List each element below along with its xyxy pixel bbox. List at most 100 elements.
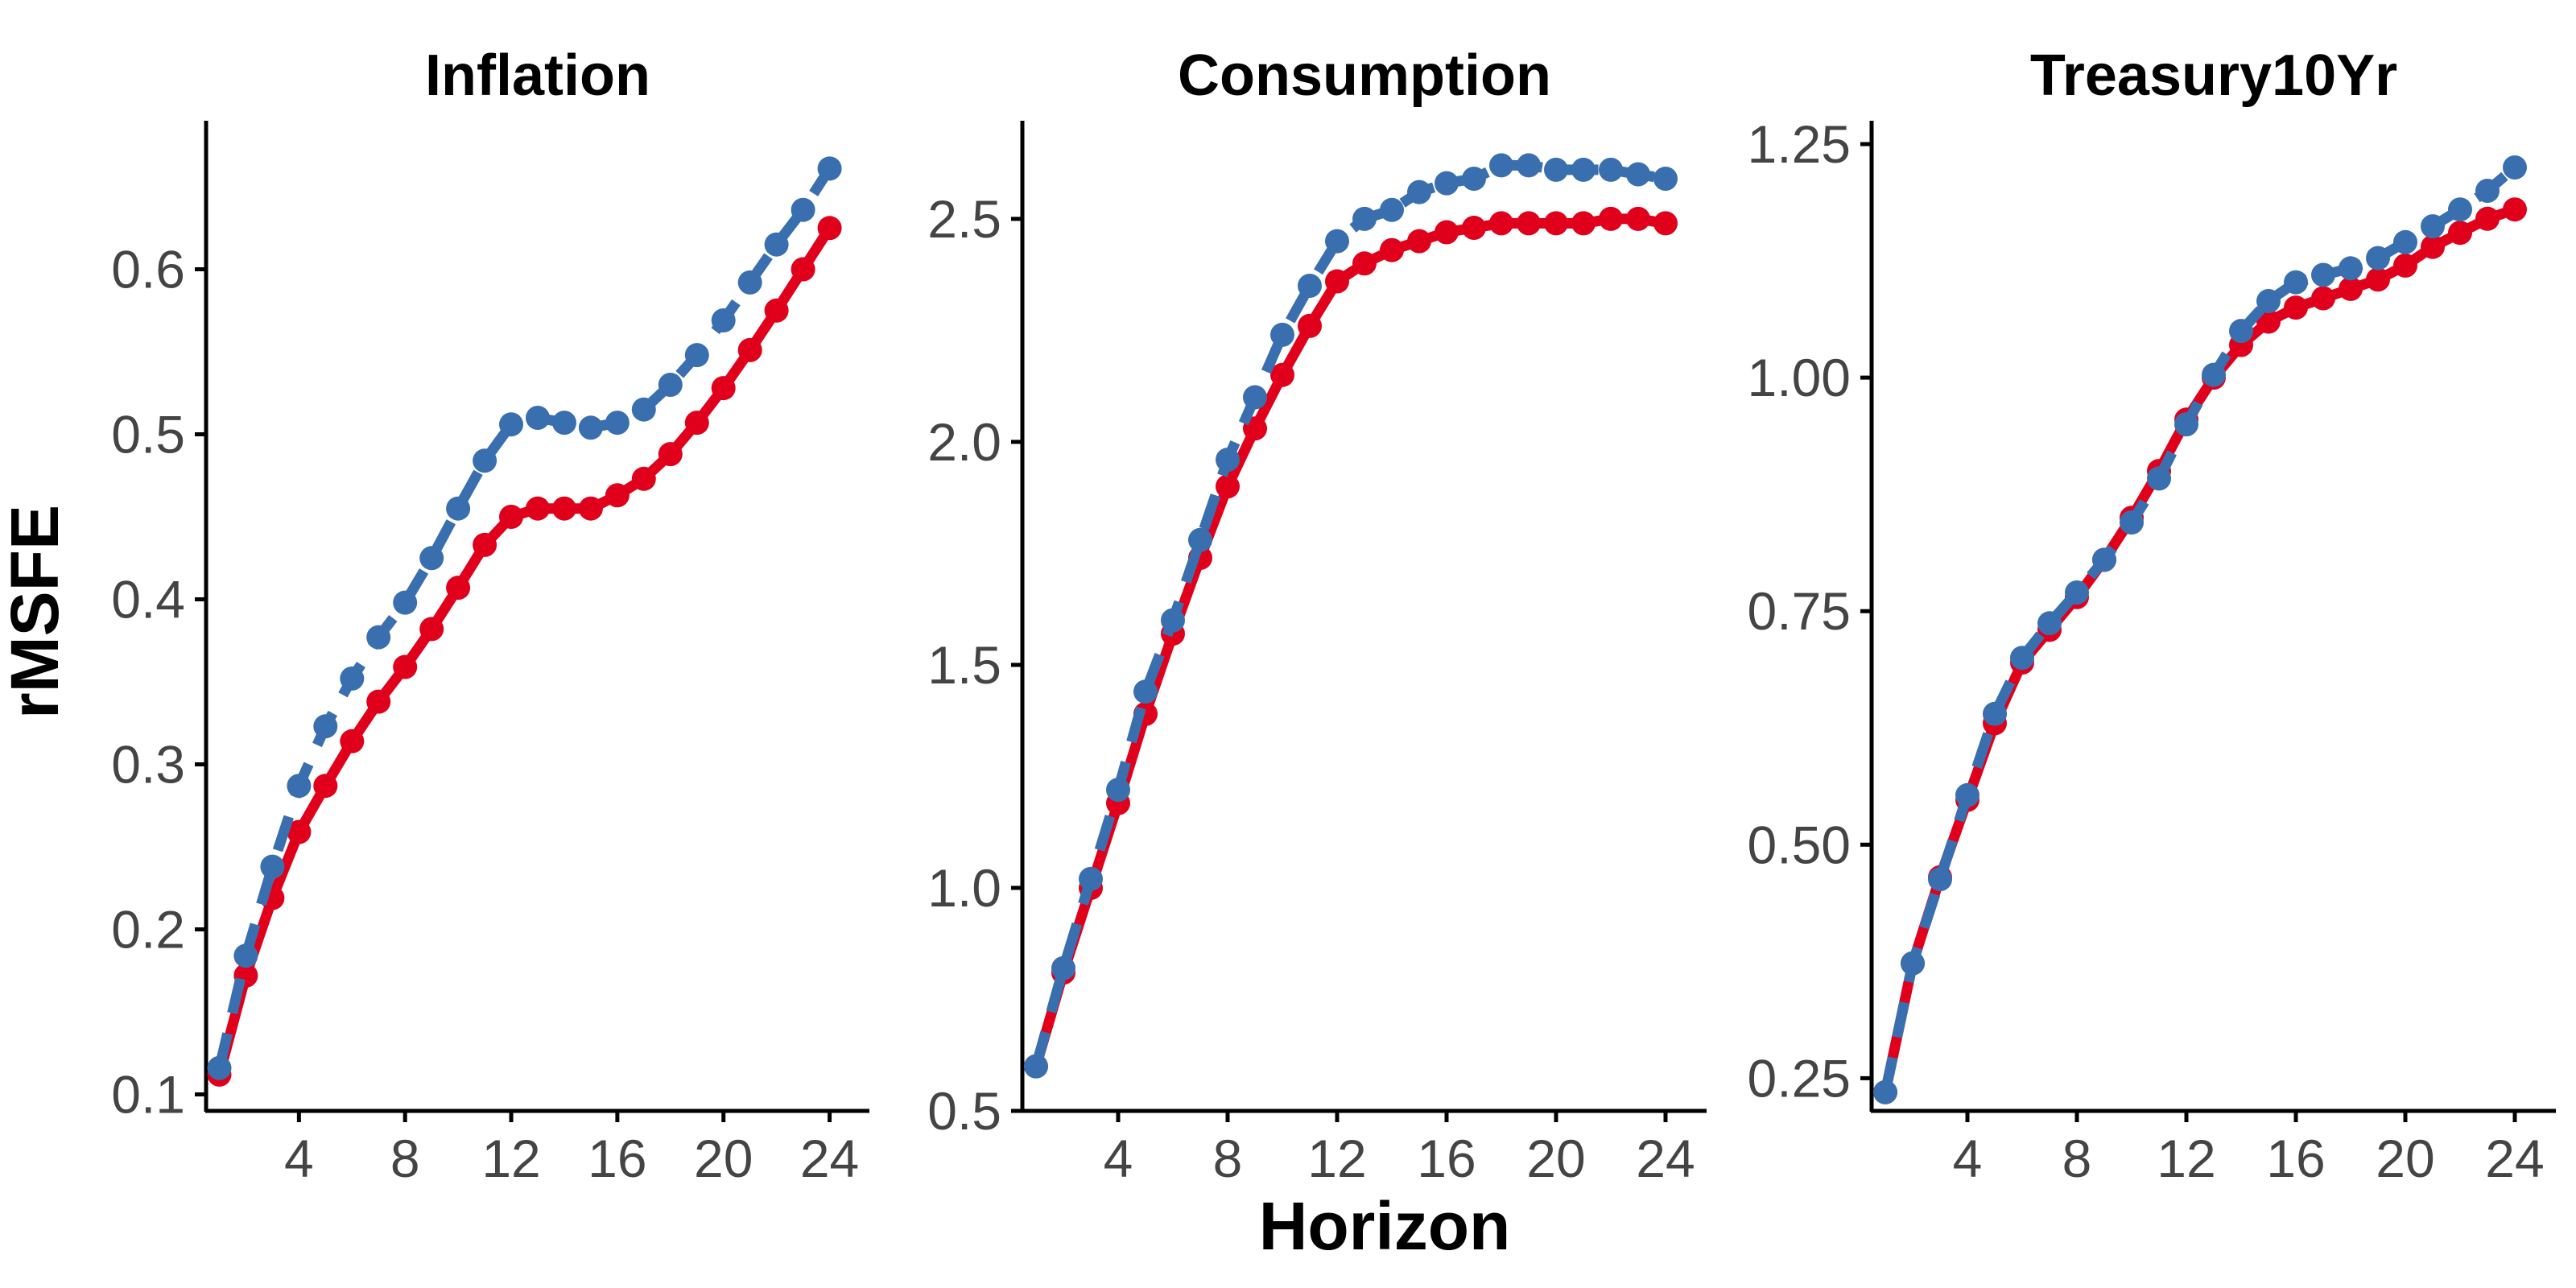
panel-title: Consumption <box>1178 43 1551 108</box>
data-point <box>2229 319 2253 344</box>
data-point <box>2503 155 2527 180</box>
x-tick-label: 4 <box>284 1129 314 1188</box>
data-point <box>260 854 285 879</box>
data-point <box>1544 157 1568 182</box>
data-point <box>393 654 418 679</box>
data-point <box>2256 289 2281 313</box>
x-tick-label: 16 <box>588 1129 646 1188</box>
data-point <box>605 483 630 508</box>
data-point <box>1161 608 1185 633</box>
series-line-1 <box>1030 213 1667 1068</box>
data-point <box>1407 180 1431 204</box>
data-point <box>2339 256 2363 281</box>
x-tick-label: 24 <box>1636 1129 1695 1188</box>
data-point <box>605 411 630 436</box>
data-point <box>791 197 815 222</box>
data-point <box>1462 167 1486 191</box>
data-point <box>1517 211 1541 236</box>
x-tick-label: 8 <box>2062 1129 2092 1188</box>
panel-title: Inflation <box>425 43 650 108</box>
data-point <box>2120 510 2144 535</box>
data-point <box>1325 269 1349 294</box>
data-point <box>2339 276 2363 301</box>
data-point <box>1380 237 1404 262</box>
data-point <box>2475 206 2500 231</box>
x-tick-label: 8 <box>1213 1129 1243 1188</box>
x-tick-label: 20 <box>2376 1129 2434 1188</box>
y-tick-label: 0.4 <box>111 570 185 630</box>
data-point <box>526 406 550 430</box>
data-point <box>1352 206 1377 231</box>
y-tick-label: 0.50 <box>1748 815 1851 874</box>
data-point <box>737 270 762 295</box>
data-point <box>578 415 603 440</box>
data-point <box>1407 229 1431 254</box>
data-point <box>419 617 444 642</box>
data-point <box>684 411 709 436</box>
series-line-2 <box>1030 159 1667 1068</box>
data-point <box>2366 246 2390 270</box>
y-tick-label: 1.00 <box>1748 348 1851 407</box>
x-tick-label: 12 <box>1307 1129 1366 1188</box>
data-point <box>1489 153 1513 178</box>
x-axis-title: Horizon <box>1259 1188 1511 1264</box>
x-tick-label: 24 <box>2485 1129 2544 1188</box>
data-point <box>393 590 418 615</box>
data-point <box>552 496 576 521</box>
y-tick-label: 1.25 <box>1748 114 1851 174</box>
data-point <box>287 819 312 844</box>
data-point <box>287 774 312 799</box>
data-point <box>1571 211 1596 236</box>
data-point <box>313 774 338 799</box>
x-tick-label: 20 <box>1526 1129 1585 1188</box>
y-tick-label: 2.5 <box>927 189 1001 249</box>
data-point <box>2421 234 2445 259</box>
data-point <box>233 943 258 968</box>
data-point <box>2010 646 2034 671</box>
x-tick-label: 12 <box>481 1129 540 1188</box>
data-point <box>313 714 338 739</box>
data-point <box>2475 179 2500 203</box>
data-point <box>1216 474 1240 499</box>
y-tick-label: 1.0 <box>927 858 1001 918</box>
data-point <box>1955 782 1979 807</box>
data-point <box>2311 286 2335 311</box>
data-point <box>1901 951 1925 976</box>
y-tick-label: 0.75 <box>1748 581 1851 641</box>
data-point <box>1079 866 1103 891</box>
data-point <box>207 1055 232 1080</box>
y-tick-label: 0.3 <box>111 735 185 795</box>
data-point <box>2092 547 2116 572</box>
data-point <box>578 496 603 521</box>
data-point <box>446 496 471 521</box>
data-point <box>2284 295 2308 320</box>
y-tick-label: 0.25 <box>1748 1048 1851 1108</box>
data-point <box>1873 1080 1897 1104</box>
x-tick-label: 4 <box>1953 1129 1983 1188</box>
data-point <box>1435 171 1459 196</box>
x-tick-label: 16 <box>2266 1129 2325 1188</box>
data-point <box>419 546 444 571</box>
data-point <box>1270 322 1294 347</box>
data-point <box>2421 214 2445 239</box>
data-point <box>684 343 709 368</box>
data-point <box>1188 527 1212 552</box>
data-point <box>1024 1054 1048 1079</box>
panel-1: Inflation 0.1 0.2 0.3 0.4 0.5 0.6 4 8 12 16 20 24 <box>111 43 869 1188</box>
x-tick-label: 24 <box>800 1129 859 1188</box>
y-tick-label: 0.2 <box>111 900 185 960</box>
data-point <box>1435 220 1459 245</box>
panel-3: Treasury10Yr 0.25 0.50 0.75 1.00 1.25 4 8 12 16 20… <box>1748 43 2556 1188</box>
data-point <box>1599 157 1623 182</box>
data-point <box>1653 211 1678 236</box>
data-point <box>1051 956 1075 980</box>
data-point <box>2065 580 2089 605</box>
data-point <box>1653 167 1678 191</box>
y-tick-label: 0.1 <box>111 1065 185 1125</box>
x-tick-label: 12 <box>2157 1129 2215 1188</box>
data-point <box>711 308 736 332</box>
data-point <box>1571 157 1596 182</box>
data-point <box>2366 267 2390 292</box>
data-point <box>1462 216 1486 240</box>
